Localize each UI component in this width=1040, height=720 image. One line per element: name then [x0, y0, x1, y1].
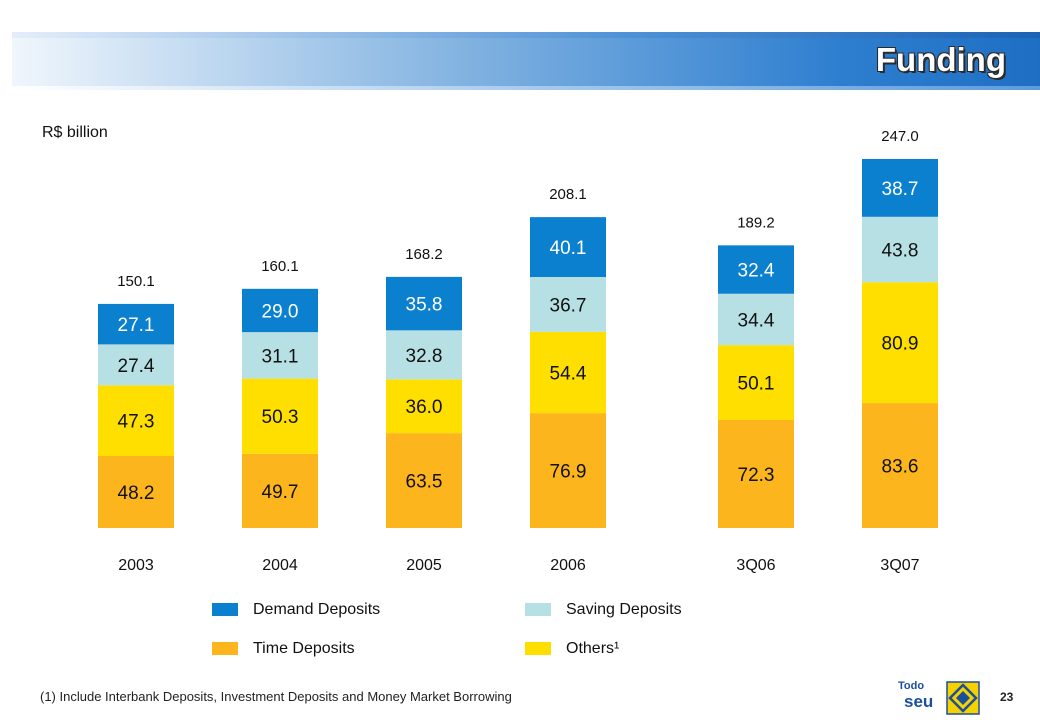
bar-segment-time-deposits-2004	[242, 453, 318, 528]
bar-segment-saving-deposits-2004	[242, 332, 318, 379]
bar-segment-demand-deposits-3q07	[862, 159, 938, 217]
data-label: 72.3	[738, 465, 775, 486]
data-label: 76.9	[550, 462, 587, 483]
legend-swatch-saving	[525, 603, 551, 616]
bar-segment-saving-deposits-2003	[98, 344, 174, 386]
bar-segment-demand-deposits-2005	[386, 276, 462, 331]
data-label: 54.4	[550, 363, 587, 384]
logo-mark-icon	[946, 681, 980, 715]
x-tick-label: 3Q07	[880, 557, 919, 574]
legend-swatch-time	[212, 642, 238, 655]
unit-label: R$ billion	[42, 124, 108, 141]
page-title: Funding	[875, 41, 1006, 78]
x-tick-label: 3Q06	[736, 557, 775, 574]
data-label: 32.8	[406, 346, 443, 367]
bar-segment-time-deposits-2006	[530, 413, 606, 528]
bar-segment-others--3q07	[862, 282, 938, 404]
bar-segment-others--2005	[386, 379, 462, 434]
data-label: 83.6	[882, 457, 919, 478]
data-label: 40.1	[550, 238, 587, 259]
data-label: 36.0	[406, 397, 443, 418]
x-tick-label: 2006	[550, 557, 586, 574]
data-label: 34.4	[738, 310, 775, 331]
x-tick-label: 2003	[118, 557, 154, 574]
data-label: 63.5	[406, 472, 443, 493]
x-tick-label: 2004	[262, 557, 298, 574]
bar-segment-time-deposits-2005	[386, 433, 462, 528]
data-label: 50.1	[738, 374, 775, 395]
total-label: 189.2	[737, 214, 775, 231]
legend-label-saving: Saving Deposits	[566, 601, 682, 618]
data-label: 35.8	[406, 295, 443, 316]
bar-segment-saving-deposits-3q07	[862, 216, 938, 283]
title-banner-bottom-stripe	[12, 86, 1040, 90]
legend-swatch-demand	[212, 603, 238, 616]
data-label: 32.4	[738, 261, 775, 282]
page-number: 23	[1000, 690, 1014, 704]
data-label: 47.3	[118, 412, 155, 433]
title-banner	[12, 32, 1040, 90]
data-label: 27.1	[118, 315, 155, 336]
data-label: 50.3	[262, 407, 299, 428]
bank-logo: Todo seu	[898, 680, 983, 716]
data-label: 48.2	[118, 483, 155, 504]
title-banner-top-stripe	[12, 32, 1040, 38]
data-label: 29.0	[262, 301, 299, 322]
footnote: (1) Include Interbank Deposits, Investme…	[40, 689, 512, 704]
bar-segment-demand-deposits-2006	[530, 217, 606, 278]
total-label: 247.0	[881, 128, 919, 145]
data-label: 31.1	[262, 346, 299, 367]
logo-bottom-text: seu	[904, 692, 934, 711]
bar-segment-others--2004	[242, 378, 318, 454]
bar-segment-saving-deposits-3q06	[718, 293, 794, 346]
data-label: 27.4	[118, 356, 155, 377]
bar-segment-demand-deposits-2003	[98, 303, 174, 345]
bar-segment-others--3q06	[718, 345, 794, 420]
data-label: 38.7	[882, 179, 919, 200]
logo-top-text: Todo	[898, 680, 925, 692]
bar-segment-saving-deposits-2005	[386, 330, 462, 380]
legend-swatch-others	[525, 642, 551, 655]
data-label: 49.7	[262, 482, 299, 503]
total-label: 160.1	[261, 258, 299, 275]
bar-segment-demand-deposits-2004	[242, 288, 318, 333]
data-label: 36.7	[550, 295, 587, 316]
total-label: 150.1	[117, 273, 155, 290]
x-tick-label: 2005	[406, 557, 442, 574]
bar-segment-time-deposits-2003	[98, 455, 174, 528]
bar-segment-others--2003	[98, 385, 174, 456]
bar-segment-saving-deposits-2006	[530, 277, 606, 332]
bar-segment-others--2006	[530, 331, 606, 414]
total-label: 168.2	[405, 246, 443, 263]
data-label: 80.9	[882, 334, 919, 355]
bar-segment-demand-deposits-3q06	[718, 245, 794, 294]
data-label: 43.8	[882, 241, 919, 262]
legend-label-demand: Demand Deposits	[253, 601, 381, 618]
total-label: 208.1	[549, 186, 587, 203]
bar-segment-time-deposits-3q07	[862, 403, 938, 528]
legend-label-time: Time Deposits	[253, 640, 355, 657]
legend-label-others: Others¹	[566, 640, 620, 657]
bar-segment-time-deposits-3q06	[718, 419, 794, 528]
